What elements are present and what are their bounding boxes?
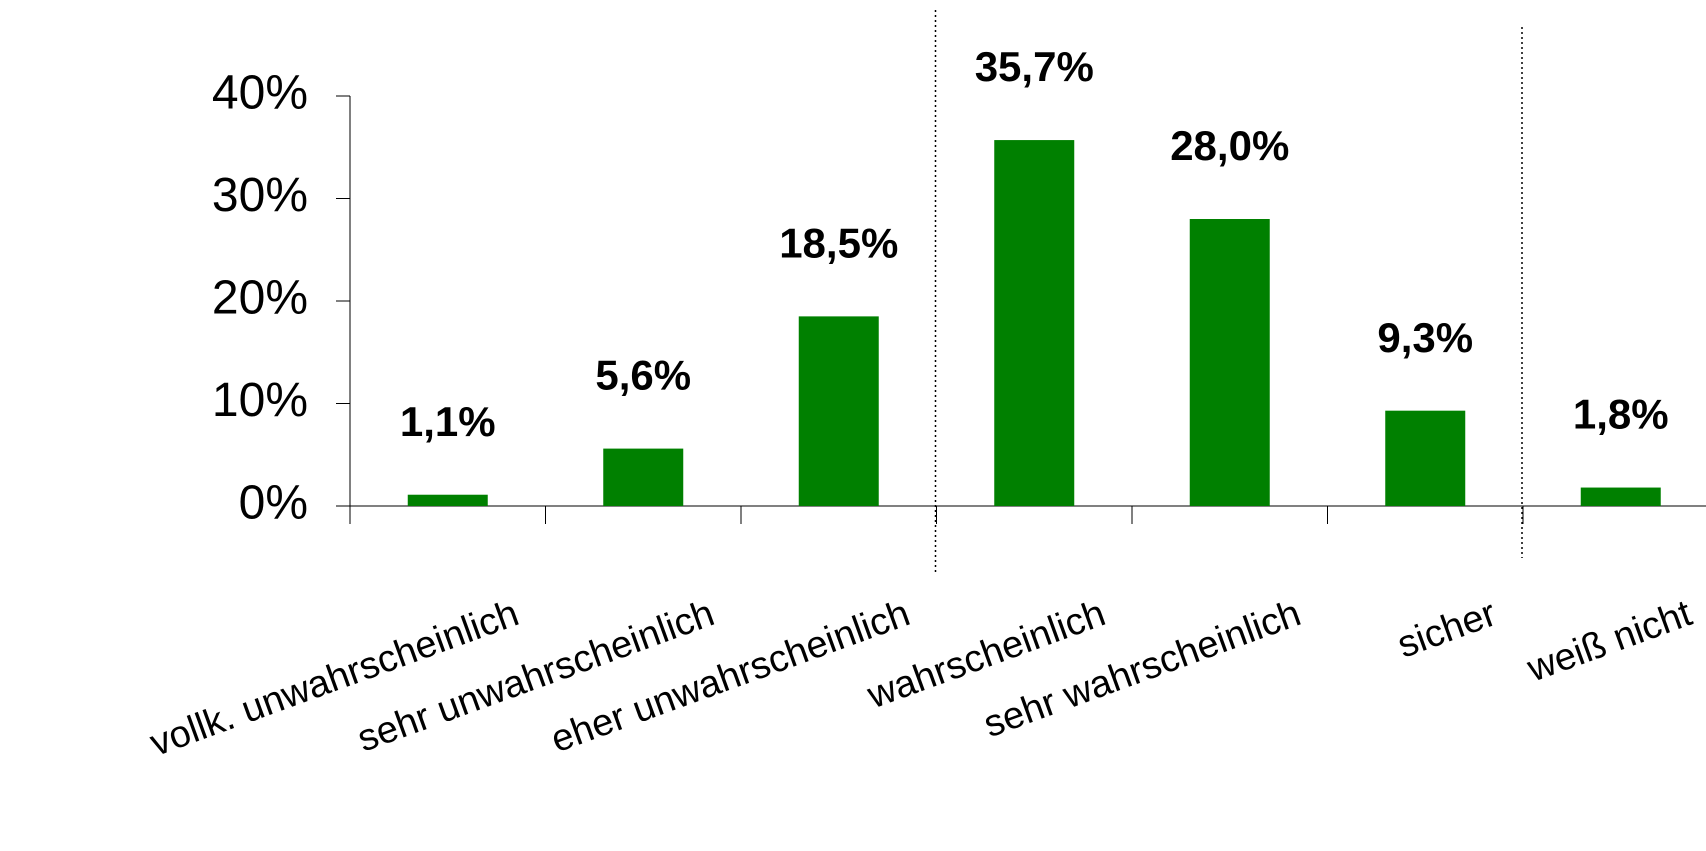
y-tick-label: 30% (212, 169, 308, 222)
y-tick-label: 0% (239, 477, 308, 530)
y-tick-label: 20% (212, 272, 308, 325)
y-tick-label: 40% (212, 67, 308, 120)
bar (994, 140, 1075, 506)
bar (1189, 219, 1270, 506)
x-tick-label: sehr unwahrscheinlich (352, 592, 720, 760)
value-label: 1,8% (1573, 391, 1669, 438)
value-label: 1,1% (400, 398, 496, 445)
bar (407, 494, 488, 506)
bar (798, 316, 879, 506)
value-label: 9,3% (1377, 314, 1473, 361)
bar (603, 448, 684, 506)
bar (1580, 487, 1661, 506)
value-label: 35,7% (975, 43, 1094, 90)
x-tick-label: sehr wahrscheinlich (978, 592, 1306, 746)
x-tick-label: weiß nicht (1521, 592, 1697, 690)
value-label: 28,0% (1170, 122, 1289, 169)
x-tick-label: eher unwahrscheinlich (546, 592, 916, 761)
value-label: 5,6% (595, 352, 691, 399)
value-label: 18,5% (779, 219, 898, 266)
x-tick-label: sicher (1392, 592, 1502, 666)
y-tick-label: 10% (212, 374, 308, 427)
bar (1385, 410, 1466, 506)
